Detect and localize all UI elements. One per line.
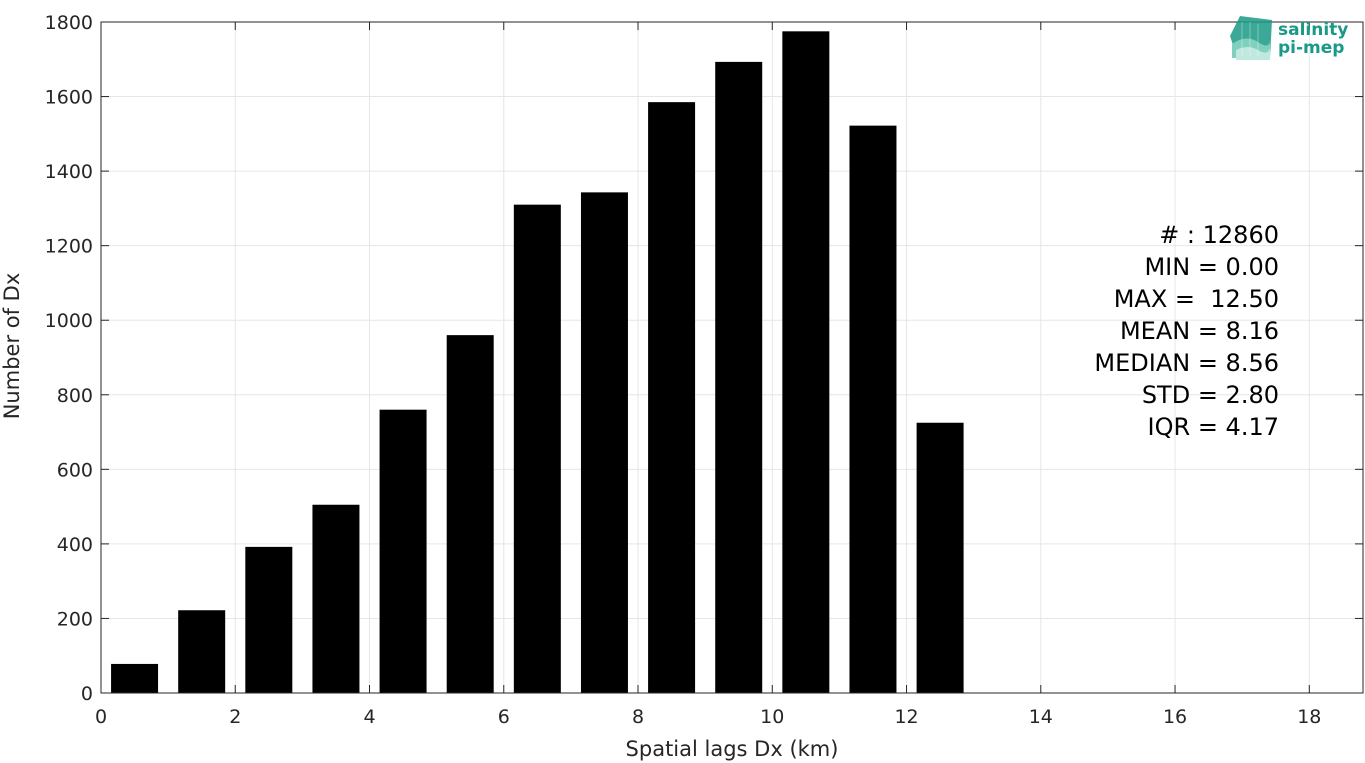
logo-text-pi-mep: pi-mep — [1278, 38, 1344, 58]
x-tick-label: 14 — [1029, 706, 1053, 728]
bars-layer — [111, 31, 964, 694]
axes-box — [100, 21, 1364, 694]
x-tick-label: 6 — [498, 706, 510, 728]
histogram-bar — [178, 610, 226, 693]
statistic-line: MEDIAN = 8.56 — [1094, 349, 1279, 377]
y-axis-label: Number of Dx — [0, 273, 24, 420]
statistic-line: IQR = 4.17 — [1148, 413, 1279, 441]
statistic-line: MEAN = 8.16 — [1120, 317, 1279, 345]
histogram-bar — [782, 31, 830, 693]
statistics-box: # : 12860 MIN = 0.00 MAX = 12.50 MEAN = 8.1… — [1094, 221, 1279, 441]
x-tick-label: 8 — [632, 706, 644, 728]
histogram-bar — [245, 546, 293, 693]
histogram-bar — [513, 204, 561, 693]
y-tick-label: 400 — [57, 534, 93, 556]
histogram-bar — [446, 335, 494, 693]
statistic-line: STD = 2.80 — [1142, 381, 1279, 409]
y-tick-label: 1600 — [45, 87, 93, 109]
x-tick-label: 4 — [363, 706, 375, 728]
y-tick-label: 800 — [57, 385, 93, 407]
x-tick-label: 18 — [1297, 706, 1321, 728]
ticks-layer: 0 2 4 6 8 10 12 14 16 18 0 200 400 600 800 1000 1200 1400… — [45, 12, 1363, 728]
histogram-bar — [715, 61, 763, 694]
logo-waves-icon — [1230, 16, 1272, 60]
axes-layer — [100, 21, 1364, 694]
y-tick-label: 1000 — [45, 310, 93, 332]
logo-text-salinity: salinity — [1278, 20, 1348, 40]
statistic-line: MIN = 0.00 — [1144, 253, 1279, 281]
histogram-bar — [379, 409, 427, 693]
x-tick-label: 0 — [95, 706, 107, 728]
y-tick-label: 1800 — [45, 12, 93, 34]
histogram-bar — [648, 102, 696, 694]
histogram-bar — [916, 422, 964, 693]
x-tick-label: 10 — [760, 706, 784, 728]
histogram-bar — [312, 504, 360, 693]
statistic-line: MAX = 12.50 — [1114, 285, 1279, 313]
histogram-bar — [849, 125, 897, 694]
y-tick-label: 0 — [81, 683, 93, 705]
histogram-bar — [580, 192, 628, 694]
x-tick-label: 2 — [229, 706, 241, 728]
x-tick-label: 16 — [1163, 706, 1187, 728]
x-tick-label: 12 — [894, 706, 918, 728]
y-tick-label: 200 — [57, 608, 93, 630]
y-tick-label: 1200 — [45, 236, 93, 258]
histogram-bar — [111, 663, 159, 693]
statistic-line: # : 12860 — [1159, 221, 1279, 249]
x-axis-label: Spatial lags Dx (km) — [626, 737, 839, 761]
salinity-pi-mep-logo: salinity pi-mep — [1230, 16, 1348, 60]
y-tick-label: 1400 — [45, 161, 93, 183]
y-tick-label: 600 — [57, 459, 93, 481]
